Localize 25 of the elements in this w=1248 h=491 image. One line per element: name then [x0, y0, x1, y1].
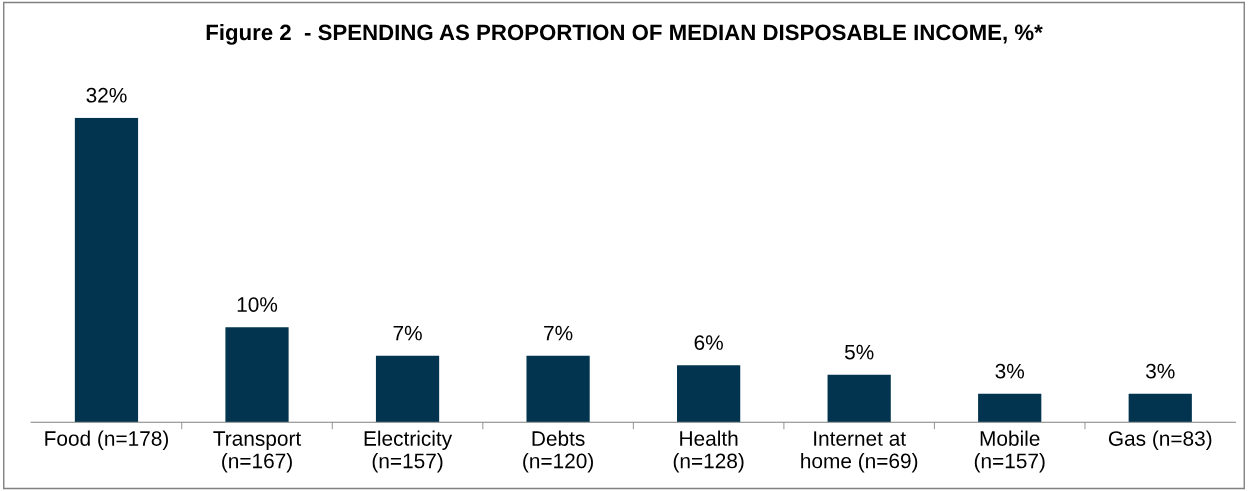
data-label: 7%: [393, 325, 422, 341]
data-label: 7%: [544, 325, 573, 341]
x-tick-label: Internet at home (n=69): [801, 431, 918, 473]
bar: [827, 374, 891, 423]
x-tick-label: Mobile (n=157): [974, 430, 1045, 473]
bar: [526, 355, 590, 423]
bar: [74, 117, 139, 423]
bar: [978, 393, 1042, 423]
x-tick-label: Gas (n=83): [1108, 430, 1212, 450]
data-label: 3%: [1145, 363, 1175, 379]
data-label: 32%: [86, 87, 127, 103]
x-tick-label: Health (n=128): [673, 430, 744, 473]
bar: [1128, 393, 1192, 423]
x-tick-label: Electricity (n=157): [364, 430, 453, 473]
bar: [375, 355, 440, 423]
data-label: 5%: [844, 344, 874, 360]
data-label: 3%: [995, 363, 1025, 379]
data-label: 6%: [694, 335, 723, 350]
bar: [677, 365, 741, 423]
x-tick-label: Debts (n=120): [523, 430, 593, 473]
bar: [225, 327, 289, 423]
data-label: 10%: [237, 297, 278, 312]
chart-title: Figure 2 - SPENDING AS PROPORTION OF MEDIAN DISPOSABLE INCOME, %*: [206, 23, 1043, 45]
x-tick-label: Transport (n=167): [213, 431, 302, 473]
x-tick-label: Food (n=178): [45, 430, 169, 450]
